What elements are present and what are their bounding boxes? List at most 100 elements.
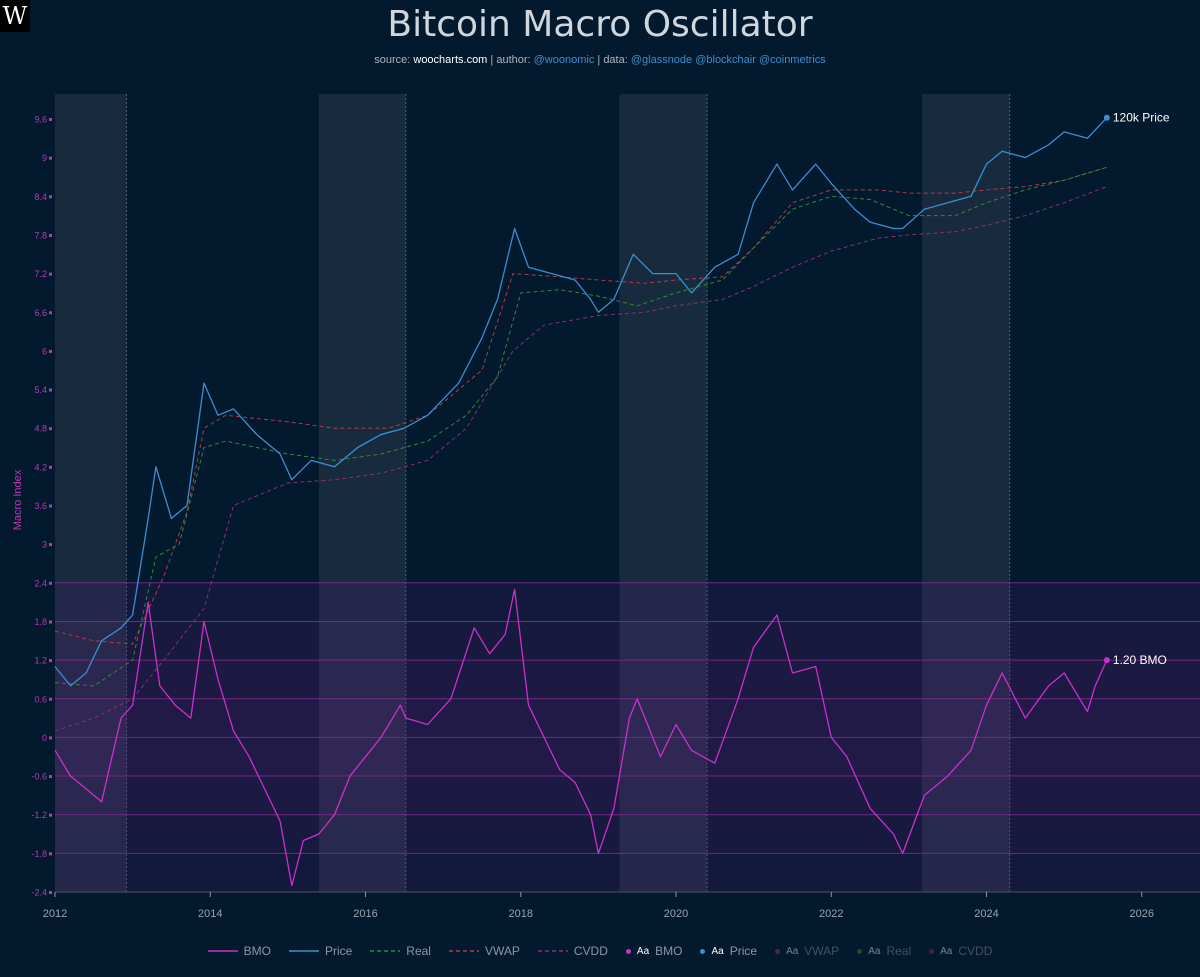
legend-item-cvdd-line[interactable]: CVDD [537, 944, 608, 958]
bmo-band-5 [55, 660, 1200, 699]
y-tick-label: 3 [42, 540, 47, 550]
legend-aa: Aa [786, 945, 799, 957]
y-tick-label: 9 [42, 153, 47, 163]
y-tick-label: 7.2 [34, 269, 47, 279]
y-tick-mark [49, 233, 52, 237]
author-link[interactable]: @woonomic [533, 54, 595, 66]
legend-label: BMO [243, 944, 271, 958]
y-tick-mark [49, 388, 52, 392]
series-line-price [54, 117, 1108, 687]
legend-label: VWAP [484, 944, 520, 958]
x-tick-label: 2016 [353, 908, 377, 920]
chart-subtitle: source: woocharts.com | author: @woonomi… [0, 54, 1200, 66]
legend-item-real-text[interactable]: Aa Real [857, 944, 911, 958]
y-tick-mark [49, 465, 52, 469]
x-tick-label: 2012 [43, 908, 67, 920]
y-tick-label: 0 [42, 733, 47, 743]
legend-aa: Aa [711, 945, 724, 957]
y-tick-label: 4.2 [34, 462, 47, 472]
legend-label: BMO [655, 944, 683, 958]
y-tick-label: -1.2 [31, 810, 47, 820]
legend-item-cvdd-text[interactable]: Aa CVDD [929, 944, 992, 958]
chart-legend: BMO Price Real VWAP CVDD Aa BMO Aa Price Aa VWAP Aa… [0, 944, 1200, 958]
legend-label: CVDD [958, 944, 993, 958]
x-tick-label: 2026 [1130, 908, 1154, 920]
y-tick-mark [49, 581, 52, 585]
y-tick-label: 3.6 [34, 501, 47, 511]
shaded-period-3 [922, 94, 1010, 892]
y-tick-label: -1.8 [31, 849, 47, 859]
x-tick-label: 2020 [664, 908, 688, 920]
bmo-band-6 [55, 621, 1200, 661]
legend-aa: Aa [940, 945, 953, 957]
legend-swatch [448, 950, 479, 952]
y-tick-mark [49, 311, 52, 315]
author-label: | author: [487, 54, 534, 66]
shaded-period-2 [619, 94, 708, 892]
source-label: source: [374, 54, 414, 66]
y-tick-mark [49, 659, 52, 663]
y-tick-mark [49, 697, 52, 701]
legend-label: Price [729, 944, 758, 958]
legend-swatch [537, 950, 568, 952]
legend-dot [857, 948, 863, 954]
y-tick-mark [49, 775, 52, 779]
x-tick-label: 2022 [819, 908, 843, 920]
data-label: | data: [594, 54, 631, 66]
y-tick-mark [49, 620, 52, 624]
legend-label: VWAP [804, 944, 840, 958]
bmo-band-0 [55, 853, 1200, 892]
y-tick-mark [49, 195, 52, 199]
macro-oscillator-chart[interactable]: 9.698.47.87.26.665.44.84.23.632.41.81.20… [0, 0, 1200, 940]
data-sources-link[interactable]: @glassnode @blockchair @coinmetrics [630, 54, 826, 66]
bmo-band-2 [55, 776, 1200, 815]
legend-swatch [288, 950, 319, 952]
y-tick-label: 4.8 [34, 424, 47, 434]
x-tick-label: 2018 [509, 908, 533, 920]
legend-dot [929, 948, 935, 954]
y-tick-label: 0.6 [34, 694, 47, 704]
legend-item-vwap-line[interactable]: VWAP [448, 944, 520, 958]
woocharts-logo[interactable]: W [0, 0, 30, 32]
bmo-band-3 [55, 737, 1200, 777]
legend-label: Real [406, 944, 431, 958]
y-tick-label: 7.8 [34, 230, 47, 240]
legend-item-bmo-line[interactable]: BMO [207, 944, 271, 958]
y-tick-label: 6 [42, 346, 47, 356]
legend-item-vwap-text[interactable]: Aa VWAP [775, 944, 839, 958]
y-tick-mark [49, 543, 52, 547]
legend-label: CVDD [573, 944, 608, 958]
legend-aa: Aa [868, 945, 881, 957]
x-tick-label: 2014 [198, 908, 222, 920]
legend-swatch [370, 950, 401, 952]
y-axis-label: Macro Index [12, 469, 24, 530]
legend-dot [625, 948, 631, 954]
annotation-dot-price [1103, 114, 1110, 121]
y-tick-mark [49, 118, 52, 121]
series-line-bmo [54, 588, 1108, 887]
legend-aa: Aa [636, 945, 650, 957]
annotation-label-price: 120k Price [1113, 111, 1170, 125]
y-tick-label: 9.6 [34, 115, 47, 125]
legend-item-price-text[interactable]: Aa Price [700, 944, 757, 958]
shaded-period-0 [55, 94, 127, 892]
legend-item-price-line[interactable]: Price [288, 944, 353, 958]
y-tick-label: 8.4 [34, 192, 47, 202]
source-link[interactable]: woocharts.com [413, 54, 488, 66]
legend-item-real-line[interactable]: Real [370, 944, 431, 958]
y-tick-mark [49, 272, 52, 276]
y-tick-mark [49, 813, 52, 817]
y-tick-label: 1.2 [34, 656, 47, 666]
y-tick-mark [49, 736, 52, 740]
legend-dot [775, 948, 781, 954]
legend-dot [700, 948, 706, 954]
y-tick-label: 1.8 [34, 617, 47, 627]
y-tick-label: 6.6 [34, 308, 47, 318]
y-tick-label: -2.4 [31, 888, 47, 898]
legend-label: Price [324, 944, 353, 958]
bmo-band-7 [55, 582, 1200, 622]
y-tick-mark [49, 156, 52, 160]
legend-item-bmo-text[interactable]: Aa BMO [625, 944, 683, 958]
y-tick-label: 5.4 [34, 385, 47, 395]
